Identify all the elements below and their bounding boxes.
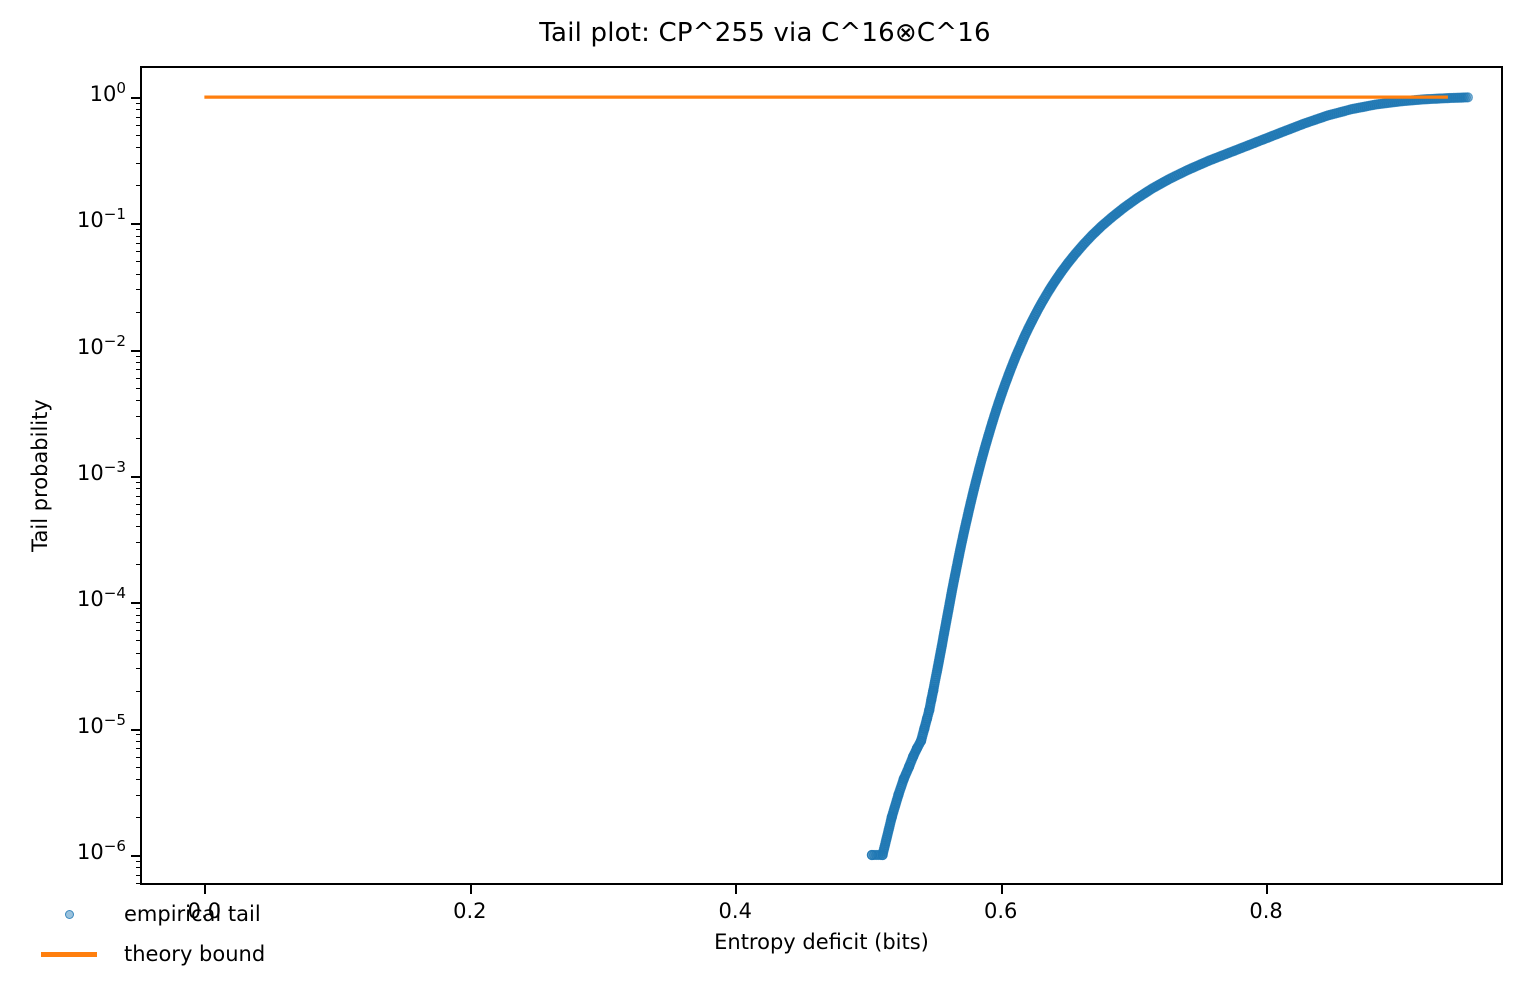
- y-minor-tick-mark: [135, 185, 142, 187]
- y-minor-tick-mark: [135, 874, 142, 876]
- legend-item-theory-bound: theory bound: [30, 934, 265, 974]
- y-minor-tick-mark: [135, 289, 142, 291]
- y-tick-label: 10−4: [76, 584, 126, 612]
- y-minor-tick-mark: [135, 261, 142, 263]
- y-minor-tick-mark: [135, 273, 142, 275]
- y-minor-tick-mark: [135, 504, 142, 506]
- x-tick-mark: [469, 883, 472, 894]
- y-minor-tick-mark: [135, 438, 142, 440]
- y-tick-mark: [131, 728, 142, 731]
- y-minor-tick-mark: [135, 147, 142, 149]
- y-minor-tick-mark: [135, 621, 142, 623]
- y-minor-tick-mark: [135, 608, 142, 610]
- y-tick-label: 10−3: [76, 458, 126, 486]
- y-axis-label: Tail probability: [28, 399, 52, 552]
- y-minor-tick-mark: [135, 794, 142, 796]
- y-minor-tick-mark: [135, 564, 142, 566]
- y-minor-tick-mark: [135, 640, 142, 642]
- y-minor-tick-mark: [135, 311, 142, 313]
- y-minor-tick-mark: [135, 377, 142, 379]
- y-minor-tick-mark: [135, 514, 142, 516]
- x-tick-label: 0.2: [453, 899, 487, 923]
- y-minor-tick-mark: [135, 399, 142, 401]
- y-minor-tick-mark: [135, 690, 142, 692]
- x-tick-label: 0.0: [187, 899, 222, 923]
- y-tick-label: 10−2: [76, 331, 126, 359]
- y-minor-tick-mark: [135, 387, 142, 389]
- y-minor-tick-mark: [135, 630, 142, 632]
- y-minor-tick-mark: [135, 668, 142, 670]
- y-minor-tick-mark: [135, 109, 142, 111]
- y-minor-tick-mark: [135, 740, 142, 742]
- y-minor-tick-mark: [135, 488, 142, 490]
- x-tick-label: 0.4: [718, 899, 752, 923]
- y-minor-tick-mark: [135, 251, 142, 253]
- x-tick-mark: [204, 883, 207, 894]
- y-minor-tick-mark: [135, 542, 142, 544]
- x-tick-label: 0.8: [1249, 899, 1283, 923]
- legend-marker-icon: [30, 909, 108, 919]
- y-minor-tick-mark: [135, 734, 142, 736]
- y-minor-tick-mark: [135, 163, 142, 165]
- plot-series-svg: [204, 92, 1473, 861]
- y-minor-tick-mark: [135, 883, 142, 884]
- x-axis-label: Entropy deficit (bits): [714, 930, 929, 954]
- y-minor-tick-mark: [135, 748, 142, 750]
- y-minor-tick-mark: [135, 481, 142, 483]
- y-minor-tick-mark: [135, 116, 142, 118]
- y-minor-tick-mark: [135, 867, 142, 869]
- y-tick-label: 10−1: [76, 205, 126, 233]
- y-tick-mark: [131, 223, 142, 226]
- y-tick-mark: [131, 97, 142, 100]
- x-tick-mark: [1000, 883, 1003, 894]
- plot-data-area: [142, 68, 1501, 883]
- series-empirical-tail: [866, 92, 1473, 861]
- y-minor-tick-mark: [135, 369, 142, 371]
- plot-axes: 100 10−1 10−2 10−3 10−4 10−5 10−6 0.0 0.2 0.4 0.6…: [77, 66, 1503, 923]
- y-minor-tick-mark: [135, 229, 142, 231]
- y-tick-mark: [131, 476, 142, 479]
- y-minor-tick-mark: [135, 860, 142, 862]
- y-tick-label: 100: [89, 79, 126, 107]
- chart-legend: empirical tail theory bound: [22, 890, 273, 978]
- y-minor-tick-mark: [135, 235, 142, 237]
- y-minor-tick-mark: [135, 652, 142, 654]
- y-minor-tick-mark: [135, 361, 142, 363]
- legend-label: theory bound: [124, 941, 266, 966]
- y-minor-tick-mark: [135, 415, 142, 417]
- x-tick-mark: [735, 883, 738, 894]
- y-minor-tick-mark: [135, 495, 142, 497]
- x-tick-label: 0.6: [983, 899, 1018, 923]
- legend-line-icon: [30, 951, 108, 957]
- y-minor-tick-mark: [135, 756, 142, 758]
- y-minor-tick-mark: [135, 135, 142, 137]
- y-tick-label: 10−5: [76, 710, 126, 738]
- x-tick-mark: [1266, 883, 1269, 894]
- y-tick-label: 10−6: [76, 836, 126, 864]
- y-minor-tick-mark: [135, 778, 142, 780]
- y-tick-mark: [131, 349, 142, 352]
- legend-label: empirical tail: [124, 901, 261, 926]
- y-minor-tick-mark: [135, 614, 142, 616]
- y-minor-tick-mark: [135, 816, 142, 818]
- legend-item-empirical-tail: empirical tail: [30, 894, 265, 934]
- chart-title: Tail plot: CP^255 via C^16⊗C^16: [539, 18, 991, 48]
- y-tick-mark: [131, 854, 142, 857]
- y-minor-tick-mark: [135, 526, 142, 528]
- y-minor-tick-mark: [135, 125, 142, 127]
- y-minor-tick-mark: [135, 102, 142, 104]
- y-tick-mark: [131, 602, 142, 605]
- y-minor-tick-mark: [135, 766, 142, 768]
- y-minor-tick-mark: [135, 355, 142, 357]
- y-minor-tick-mark: [135, 242, 142, 244]
